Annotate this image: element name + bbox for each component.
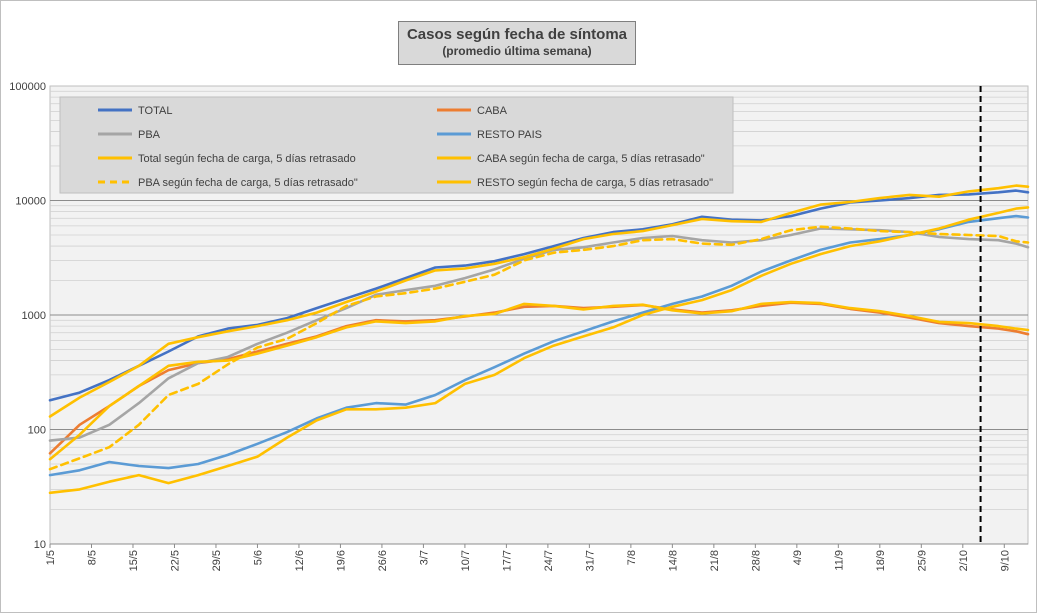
x-tick-label: 7/8 <box>626 550 638 565</box>
chart-subtitle: (promedio última semana) <box>442 44 592 58</box>
legend-label: Total según fecha de carga, 5 días retra… <box>138 153 356 165</box>
legend: TOTAL CABA PBA RESTO PAIS Total según fecha … <box>59 96 734 194</box>
chart-title-box: Casos según fecha de síntoma (promedio ú… <box>398 21 636 65</box>
x-axis-ticks: 1/5 8/5 15/5 22/5 29/5 5/6 12/6 19/6 26/6 3/7 10/7… <box>45 544 1011 571</box>
series-line-8 <box>48 206 1030 495</box>
series-line-6 <box>48 300 1030 461</box>
x-tick-label: 26/6 <box>377 550 389 571</box>
x-tick-label: 2/10 <box>958 550 970 571</box>
series-lines <box>48 184 1030 495</box>
y-axis-ticks: 10 100 1000 10000 100000 <box>9 81 46 551</box>
series-line-7 <box>48 225 1030 471</box>
legend-label: PBA según fecha de carga, 5 días retrasa… <box>138 177 358 189</box>
series-line-5 <box>48 184 1030 418</box>
y-tick-label: 10 <box>34 539 46 551</box>
series-line-1 <box>48 189 1030 402</box>
legend-label: PBA <box>138 129 161 141</box>
chart-title: Casos según fecha de síntoma <box>406 26 628 43</box>
x-tick-label: 31/7 <box>584 550 596 571</box>
series-line-4 <box>48 214 1030 477</box>
x-tick-label: 12/6 <box>294 550 306 571</box>
x-tick-label: 18/9 <box>875 550 887 571</box>
y-tick-label: 100 <box>28 425 46 437</box>
x-tick-label: 24/7 <box>543 550 555 571</box>
y-tick-label: 10000 <box>15 196 46 208</box>
x-tick-label: 28/8 <box>750 550 762 571</box>
x-tick-label: 15/5 <box>128 550 140 571</box>
y-tick-label: 1000 <box>22 310 46 322</box>
x-tick-label: 8/5 <box>86 550 98 565</box>
x-tick-label: 3/7 <box>418 550 430 565</box>
x-tick-label: 11/9 <box>833 550 845 571</box>
legend-label: CABA <box>477 105 508 117</box>
x-tick-label: 5/6 <box>252 550 264 565</box>
legend-label: RESTO PAIS <box>477 129 542 141</box>
x-tick-label: 1/5 <box>45 550 57 565</box>
x-tick-label: 14/8 <box>667 550 679 571</box>
x-tick-label: 10/7 <box>460 550 472 571</box>
x-tick-label: 9/10 <box>999 550 1011 571</box>
legend-box <box>59 96 734 194</box>
x-tick-label: 19/6 <box>335 550 347 571</box>
y-tick-label: 100000 <box>9 81 46 93</box>
x-tick-label: 29/5 <box>211 550 223 571</box>
x-tick-label: 4/9 <box>792 550 804 565</box>
legend-label: CABA según fecha de carga, 5 días retras… <box>477 153 705 165</box>
legend-label: TOTAL <box>138 105 172 117</box>
x-tick-label: 17/7 <box>501 550 513 571</box>
x-tick-label: 21/8 <box>709 550 721 571</box>
x-tick-label: 22/5 <box>169 550 181 571</box>
x-tick-label: 25/9 <box>916 550 928 571</box>
legend-label: RESTO según fecha de carga, 5 días retra… <box>477 177 713 189</box>
